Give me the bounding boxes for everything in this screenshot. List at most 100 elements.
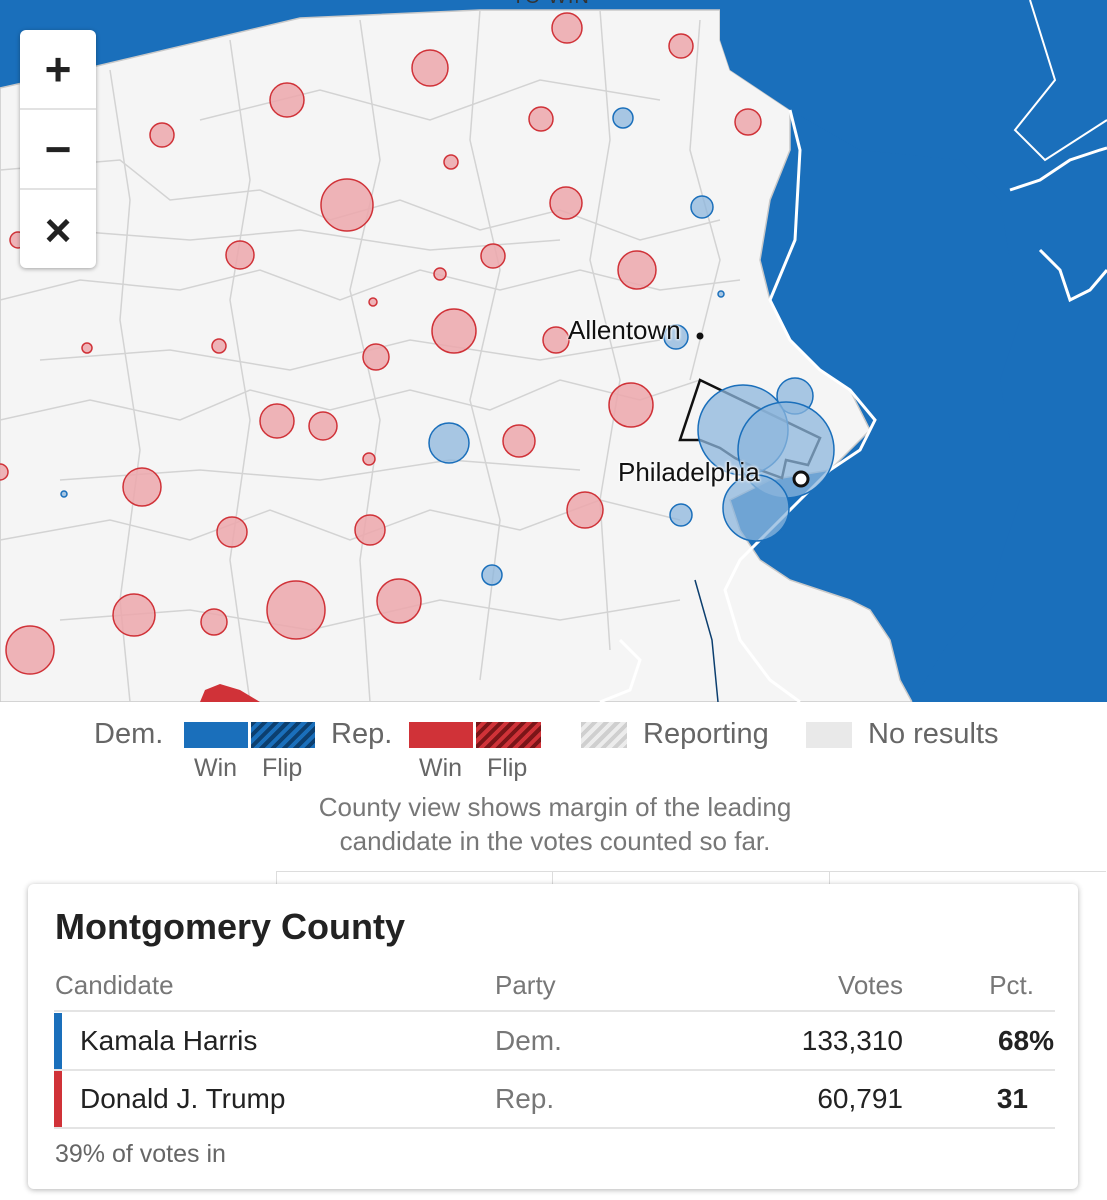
legend-rep-label: Rep. xyxy=(331,718,393,750)
rep-margin-bubble[interactable] xyxy=(617,250,657,290)
table-row: Donald J. Trump Rep. 60,791 31 xyxy=(54,1071,1055,1127)
rep-margin-bubble[interactable] xyxy=(551,12,583,44)
county-title: Montgomery County xyxy=(55,906,405,947)
rep-margin-bubble[interactable] xyxy=(362,343,390,371)
neighbor-state xyxy=(720,0,1107,702)
no-results-swatch xyxy=(806,722,852,748)
allentown-dot xyxy=(696,332,704,340)
legend-note: County view shows margin of the leading … xyxy=(180,790,930,858)
coastline xyxy=(1038,248,1107,303)
candidate-party: Dem. xyxy=(495,1025,562,1056)
party-color-bar xyxy=(54,1013,62,1069)
zoom-out-button[interactable]: − xyxy=(20,110,96,190)
legend-rep-win: Win xyxy=(419,754,463,782)
city-label-allentown: Allentown xyxy=(568,315,681,345)
dem-margin-bubble[interactable] xyxy=(690,195,714,219)
rep-margin-bubble[interactable] xyxy=(566,491,604,529)
dem-margin-bubble[interactable] xyxy=(60,490,68,498)
divider xyxy=(54,1010,1055,1012)
rep-margin-bubble[interactable] xyxy=(542,326,570,354)
divider xyxy=(54,1069,1055,1071)
header-pct: Pct. xyxy=(989,970,1034,1000)
rep-margin-bubble[interactable] xyxy=(225,240,255,270)
county-bubbles xyxy=(0,12,835,675)
rep-margin-bubble[interactable] xyxy=(734,108,762,136)
rep-margin-bubble[interactable] xyxy=(376,578,422,624)
dem-margin-bubble[interactable] xyxy=(722,474,790,542)
rep-margin-bubble[interactable] xyxy=(211,338,227,354)
election-map[interactable]: TO WIN Allentown Philadelphia + − × xyxy=(0,0,1107,702)
table-row: Kamala Harris Dem. 133,310 68% xyxy=(54,1013,1055,1069)
legend-note-line2: candidate in the votes counted so far. xyxy=(339,826,771,856)
rep-margin-bubble[interactable] xyxy=(200,608,228,636)
top-label: TO WIN xyxy=(512,0,590,9)
red-county-shape xyxy=(200,684,260,702)
legend-no-results: No results xyxy=(868,718,999,750)
map-canvas[interactable] xyxy=(0,0,1107,702)
philadelphia-dot xyxy=(792,470,810,488)
zoom-controls: + − × xyxy=(20,30,96,268)
header-votes: Votes xyxy=(837,970,903,1000)
rep-win-swatch xyxy=(409,722,473,748)
votes-in-status: 39% of votes in xyxy=(55,1140,226,1168)
legend-rep-flip: Flip xyxy=(487,754,528,782)
city-label-philadelphia: Philadelphia xyxy=(618,457,760,487)
dem-margin-bubble[interactable] xyxy=(612,107,634,129)
state-border xyxy=(1013,0,1107,162)
coastline xyxy=(1009,146,1107,192)
candidate-pct: 31 xyxy=(996,1083,1028,1114)
rep-margin-bubble[interactable] xyxy=(269,82,305,118)
rep-margin-bubble[interactable] xyxy=(266,580,326,640)
dem-margin-bubble[interactable] xyxy=(669,503,693,527)
rep-flip-swatch xyxy=(476,722,541,748)
rep-margin-bubble[interactable] xyxy=(362,452,376,466)
rep-margin-bubble[interactable] xyxy=(354,514,386,546)
rep-margin-bubble[interactable] xyxy=(411,49,449,87)
party-color-bar xyxy=(54,1071,62,1127)
reset-zoom-button[interactable]: × xyxy=(44,204,72,256)
rep-margin-bubble[interactable] xyxy=(431,308,477,354)
dem-margin-bubble[interactable] xyxy=(717,290,725,298)
dem-margin-bubble[interactable] xyxy=(481,564,503,586)
dem-flip-swatch xyxy=(251,722,315,748)
rep-margin-bubble[interactable] xyxy=(259,403,295,439)
rep-margin-bubble[interactable] xyxy=(149,122,175,148)
rep-margin-bubble[interactable] xyxy=(502,424,536,458)
dem-margin-bubble[interactable] xyxy=(663,324,689,350)
candidate-name: Donald J. Trump xyxy=(80,1083,286,1114)
divider xyxy=(54,1127,1055,1129)
rep-margin-bubble[interactable] xyxy=(528,106,554,132)
candidate-votes: 60,791 xyxy=(817,1083,903,1114)
rep-margin-bubble[interactable] xyxy=(668,33,694,59)
legend-note-line1: County view shows margin of the leading xyxy=(318,792,792,822)
state-border xyxy=(694,579,719,702)
zoom-in-button[interactable]: + xyxy=(20,30,96,110)
dem-win-swatch xyxy=(184,722,248,748)
rep-margin-bubble[interactable] xyxy=(122,467,162,507)
rep-margin-bubble[interactable] xyxy=(216,516,248,548)
candidate-name: Kamala Harris xyxy=(80,1025,258,1056)
rep-margin-bubble[interactable] xyxy=(368,297,378,307)
legend-dem-label: Dem. xyxy=(94,718,164,750)
legend-dem-win: Win xyxy=(194,754,238,782)
reporting-swatch xyxy=(581,722,627,748)
dem-margin-bubble[interactable] xyxy=(428,422,470,464)
county-results-tooltip: Montgomery County Candidate Party Votes … xyxy=(28,884,1078,1189)
header-party: Party xyxy=(495,970,556,1000)
rep-margin-bubble[interactable] xyxy=(608,382,654,428)
river xyxy=(723,109,877,702)
rep-margin-bubble[interactable] xyxy=(81,342,93,354)
rep-margin-bubble[interactable] xyxy=(480,243,506,269)
rep-margin-bubble[interactable] xyxy=(549,186,583,220)
rep-margin-bubble[interactable] xyxy=(5,625,55,675)
rep-margin-bubble[interactable] xyxy=(0,463,9,481)
rep-margin-bubble[interactable] xyxy=(433,267,447,281)
rep-margin-bubble[interactable] xyxy=(320,178,374,232)
rep-margin-bubble[interactable] xyxy=(443,154,459,170)
rep-margin-bubble[interactable] xyxy=(112,593,156,637)
rep-margin-bubble[interactable] xyxy=(308,411,338,441)
legend-reporting: Reporting xyxy=(643,718,769,750)
candidate-votes: 133,310 xyxy=(801,1025,903,1056)
background-table-edge xyxy=(276,871,1106,888)
coastline xyxy=(599,638,642,702)
